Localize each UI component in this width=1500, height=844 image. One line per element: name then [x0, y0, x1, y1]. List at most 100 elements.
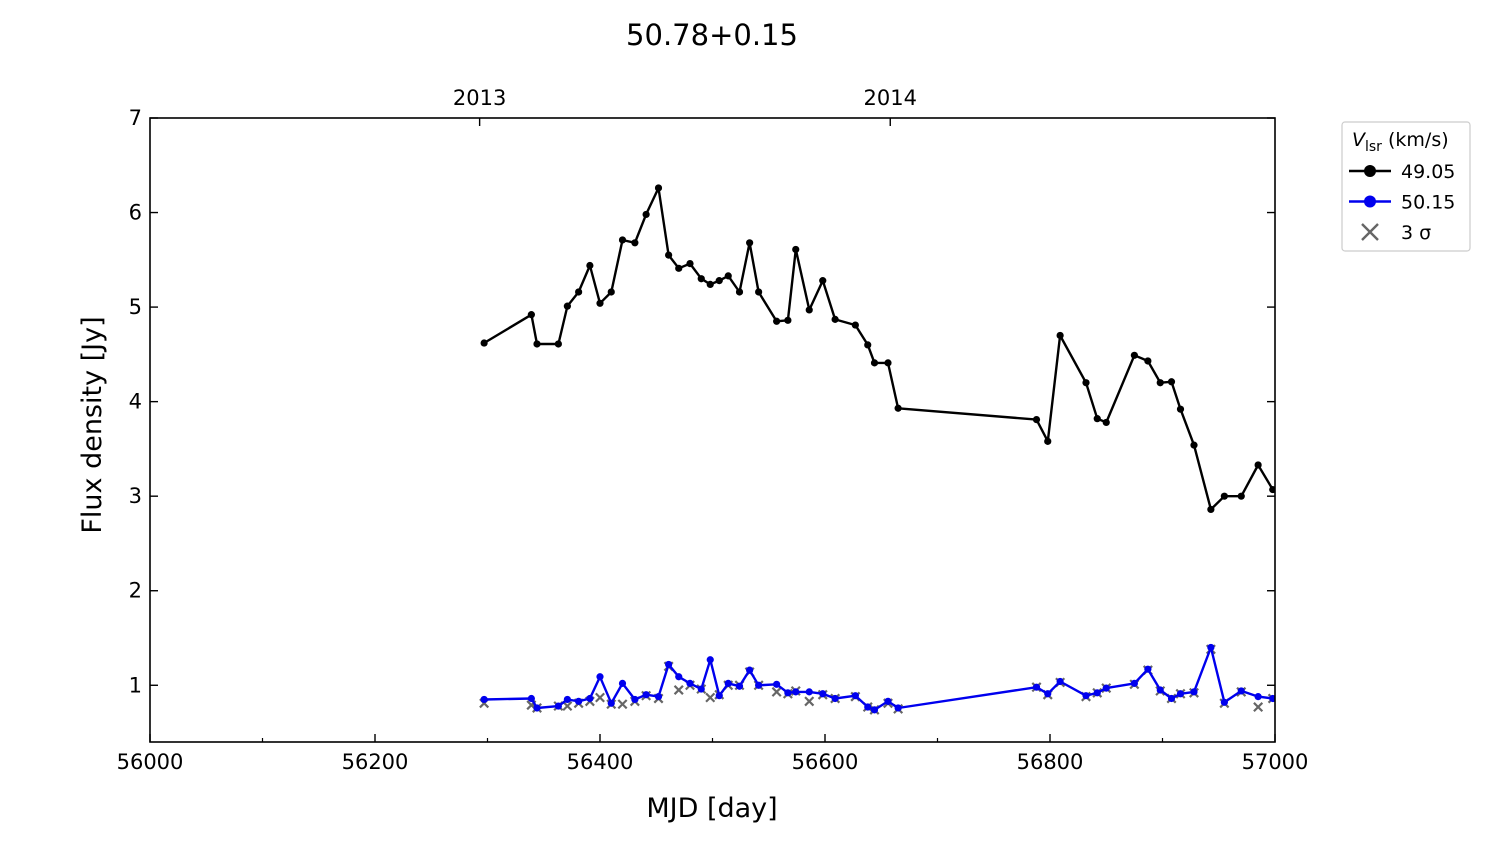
data-point	[784, 689, 792, 697]
data-point	[1190, 688, 1198, 696]
data-point	[784, 316, 792, 324]
data-point	[884, 697, 892, 705]
data-point	[805, 688, 813, 696]
data-point	[1102, 418, 1110, 427]
data-point	[654, 693, 663, 701]
data-point	[1176, 405, 1185, 413]
data-point	[706, 656, 714, 664]
data-point	[631, 239, 639, 247]
data-point	[686, 679, 694, 687]
data-point	[1082, 379, 1090, 387]
data-point	[1130, 351, 1138, 359]
data-point	[724, 272, 732, 280]
data-point	[1220, 698, 1228, 706]
data-point	[792, 688, 800, 696]
x-tick-label: 56400	[567, 750, 634, 774]
series-50-15	[480, 643, 1275, 714]
data-point	[819, 690, 827, 698]
data-point	[527, 694, 535, 703]
data-point	[746, 666, 754, 674]
data-point	[1044, 690, 1052, 698]
data-point	[735, 288, 744, 296]
data-point	[480, 695, 488, 704]
data-point	[864, 341, 872, 349]
data-point	[618, 236, 627, 244]
data-point	[607, 288, 615, 296]
x-tick-label: 56600	[792, 750, 859, 774]
data-point	[563, 695, 571, 704]
data-point	[724, 679, 732, 687]
legend-frame	[1341, 121, 1471, 252]
data-point	[575, 697, 583, 705]
x-tick-label: 57000	[1242, 750, 1309, 774]
legend-label: 3 σ	[1401, 222, 1431, 244]
sigma-marker	[804, 696, 815, 707]
data-point	[654, 184, 663, 192]
sigma-marker	[562, 701, 573, 712]
y-axis-label: Flux density [Jy]	[77, 316, 108, 533]
y-tick-label: 2	[129, 579, 142, 603]
data-point	[851, 321, 859, 329]
legend-entry: 50.15	[1349, 192, 1455, 214]
x-tick-label: 56800	[1017, 750, 1084, 774]
data-point	[1093, 415, 1101, 423]
data-point	[715, 277, 723, 285]
data-point	[773, 680, 781, 688]
data-point	[1254, 693, 1262, 701]
data-point	[894, 704, 902, 712]
data-point	[533, 704, 541, 712]
axes: 56000 56200 56400 56600 56800 57000 1 2 3 4 5 6 7 201…	[117, 86, 1309, 774]
data-point	[1044, 437, 1052, 445]
data-point	[527, 311, 535, 319]
data-point	[1237, 492, 1245, 500]
data-point	[1032, 416, 1041, 424]
data-point	[735, 682, 744, 690]
data-point	[715, 692, 723, 700]
data-point	[1237, 687, 1245, 695]
data-point	[1156, 686, 1164, 694]
y-tick-label: 3	[129, 484, 142, 508]
top-tick-label: 2013	[453, 86, 506, 110]
data-point	[1156, 379, 1164, 387]
legend-label: 50.15	[1401, 192, 1455, 214]
data-point	[642, 210, 650, 219]
data-point	[1220, 492, 1228, 500]
x-axis-label: MJD [day]	[646, 793, 777, 824]
y-tick-label: 7	[129, 106, 142, 130]
data-point	[755, 681, 763, 689]
legend: Vlsr (km/s) 49.05 50.15 3 σ	[1341, 121, 1471, 252]
data-point	[563, 302, 571, 310]
top-tick-label: 2014	[864, 86, 917, 110]
data-point	[697, 685, 705, 693]
data-point	[631, 695, 639, 704]
data-point	[746, 239, 754, 247]
legend-entry: 49.05	[1349, 161, 1455, 183]
data-point	[1167, 378, 1176, 386]
data-point	[586, 261, 594, 270]
data-point	[1269, 485, 1275, 494]
data-point	[596, 299, 604, 307]
data-point	[1144, 665, 1152, 673]
data-point	[1032, 683, 1041, 691]
data-point	[1190, 441, 1198, 449]
data-point	[755, 288, 763, 296]
data-point	[607, 699, 615, 707]
data-point	[1207, 643, 1215, 652]
data-point	[1144, 357, 1152, 365]
data-point	[1056, 331, 1064, 340]
data-point	[1176, 690, 1185, 698]
data-point	[665, 660, 673, 669]
data-point	[554, 702, 562, 710]
data-point	[1130, 679, 1138, 687]
data-point	[884, 359, 892, 367]
data-point	[642, 691, 650, 699]
legend-entry: 3 σ	[1361, 222, 1431, 244]
y-tick-label: 1	[129, 673, 142, 697]
x-tick-label: 56000	[117, 750, 184, 774]
plot-series	[479, 184, 1275, 715]
sigma-marker	[673, 685, 684, 695]
data-point	[1093, 689, 1101, 697]
series-line	[483, 186, 1274, 511]
y-tick-label: 4	[129, 390, 142, 414]
